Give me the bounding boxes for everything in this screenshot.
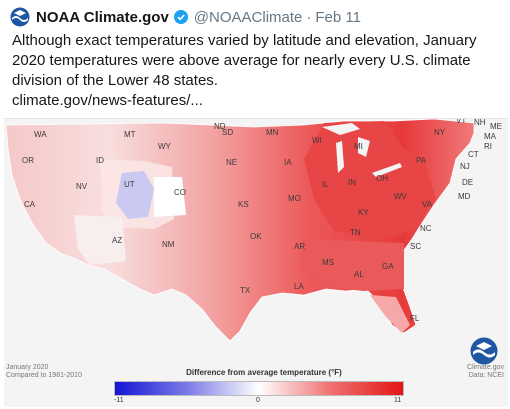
lake-superior [322,123,360,135]
noaa-logo-icon[interactable] [10,7,30,27]
separator-dot: · [306,8,312,26]
tweet-text: Although exact temperatures varied by la… [12,32,477,89]
state-label-nv: NV [76,182,88,191]
state-label-wy: WY [158,142,172,151]
state-label-in: IN [348,178,356,187]
state-label-ut: UT [124,180,135,189]
state-label-nm: NM [162,240,175,249]
legend-color-bar [114,381,404,396]
state-label-pa: PA [416,156,427,165]
state-label-nc: NC [420,224,432,233]
utah-cold-region [116,171,154,219]
legend-min-label: -11 [114,397,124,404]
state-label-id: ID [96,156,104,165]
arizona-neutral-region [74,215,126,265]
state-label-il: IL [322,180,329,189]
state-label-nd: ND [214,122,226,131]
state-label-mi: MI [354,142,363,151]
caption-date: January 2020 [6,364,49,371]
state-label-de: DE [462,178,473,187]
state-label-oh: OH [376,174,388,183]
state-label-tx: TX [240,286,251,295]
state-label-wa: WA [34,130,47,139]
tweet-header: NOAA Climate.gov @NOAAClimate · Feb 11 [10,6,361,28]
map-card[interactable]: WA MT ND MN VT NH ME MA RI CT NY SD WI MI OR ID WY NE IA PA… [4,118,508,407]
legend-title: Difference from average temperature (°F) [186,368,342,377]
state-label-ok: OK [250,232,262,241]
state-label-sc: SC [410,242,421,251]
state-label-ct: CT [468,150,479,159]
author-handle[interactable]: @NOAAClimate [193,8,303,26]
state-label-co: CO [174,188,186,197]
state-label-nh: NH [474,119,486,127]
state-label-mt: MT [124,130,136,139]
state-label-vt: VT [456,119,466,125]
state-label-me: ME [490,122,502,131]
state-label-fl: FL [410,314,420,323]
legend-mid-label: 0 [256,397,260,404]
state-label-ga: GA [382,262,394,271]
state-label-md: MD [458,192,471,201]
lake-michigan [336,141,344,173]
caption-baseline: Compared to 1981-2010 [6,372,82,379]
tweet-link[interactable]: climate.gov/news-features/... [12,92,203,109]
state-label-mo: MO [288,194,301,203]
florida-light-region [370,295,410,333]
tweet-body: Although exact temperatures varied by la… [12,31,500,111]
state-label-ar: AR [294,242,305,251]
state-label-ma: MA [484,132,497,141]
state-label-nj: NJ [460,162,470,171]
state-label-ks: KS [238,200,249,209]
state-label-la: LA [294,282,304,291]
map-caption: January 2020 Compared to 1981-2010 [6,364,82,380]
author-name[interactable]: NOAA Climate.gov [36,8,169,26]
credit-data: Data: NCEI [468,372,504,379]
state-label-ca: CA [24,200,36,209]
state-label-ms: MS [322,258,334,267]
state-label-wv: WV [394,192,408,201]
state-label-ri: RI [484,142,492,151]
legend-max-label: 11 [394,397,402,404]
state-label-sd: SD [222,128,233,137]
credit-source: Climate.gov [467,364,504,371]
state-label-wi: WI [312,136,322,145]
state-label-al: AL [354,270,364,279]
lake-erie [372,163,402,177]
state-label-ny: NY [434,128,446,137]
state-label-az: AZ [112,236,122,245]
tweet-date[interactable]: Feb 11 [315,8,361,26]
colorado-neutral-region [154,177,186,217]
verified-badge-icon [173,10,188,24]
state-label-mn: MN [266,128,279,137]
map-credit: Climate.gov Data: NCEI [467,364,504,380]
lake-huron [358,137,370,157]
state-label-tn: TN [350,228,361,237]
state-label-or: OR [22,156,34,165]
state-label-ia: IA [284,158,292,167]
southeast-warm-region [300,239,404,291]
state-label-va: VA [422,200,433,209]
state-label-ky: KY [358,208,369,217]
noaa-badge-icon [470,337,498,365]
state-label-ne: NE [226,158,237,167]
